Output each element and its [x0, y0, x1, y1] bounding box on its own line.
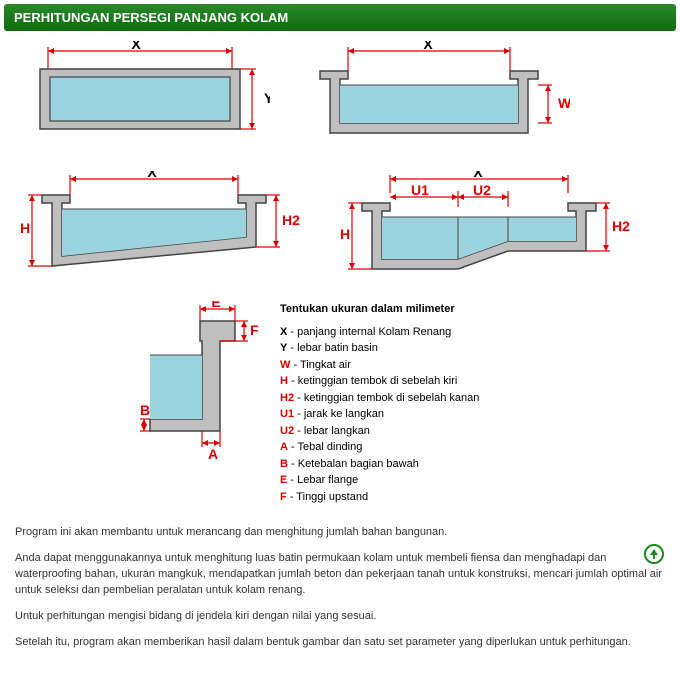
legend-item: X - panjang internal Kolam Renang: [280, 324, 479, 341]
legend-item: E - Lebar flange: [280, 472, 479, 489]
desc-p1: Program ini akan membantu untuk merancan…: [15, 525, 665, 541]
desc-p2: Anda dapat menggunakannya untuk menghitu…: [15, 551, 665, 599]
legend-item: U2 - lebar langkan: [280, 423, 479, 440]
legend-title: Tentukan ukuran dalam milimeter: [280, 301, 479, 318]
d4-h2-label: H2: [612, 218, 630, 234]
legend-item: H - ketinggian tembok di sebelah kiri: [280, 373, 479, 390]
d2-w-label: W: [558, 95, 570, 111]
diagram-3: X H H2: [20, 171, 300, 281]
description: Program ini akan membantu untuk merancan…: [0, 520, 680, 681]
d5-a-label: A: [208, 446, 218, 462]
legend: Tentukan ukuran dalam milimeter X - panj…: [280, 301, 479, 505]
legend-item: F - Tinggi upstand: [280, 489, 479, 506]
d3-x-label: X: [147, 171, 157, 180]
legend-item: B - Ketebalan bagian bawah: [280, 456, 479, 473]
desc-p4: Setelah itu, program akan memberikan has…: [15, 635, 665, 651]
legend-item: W - Tingkat air: [280, 357, 479, 374]
d4-x-label: X: [473, 171, 483, 180]
d4-u1-label: U1: [411, 182, 429, 198]
d5-f-label: F: [250, 322, 259, 338]
d2-x-label: X: [423, 41, 433, 52]
legend-item: H2 - ketinggian tembok di sebelah kanan: [280, 390, 479, 407]
diagram-5: E F B A: [140, 301, 260, 471]
d5-b-label: B: [140, 402, 150, 418]
diagram-2: X W: [310, 41, 570, 151]
d3-h2-label: H2: [282, 212, 300, 228]
diagrams-area: X Y X: [0, 41, 680, 505]
page-title: PERHITUNGAN PERSEGI PANJANG KOLAM: [14, 10, 288, 25]
page-header: PERHITUNGAN PERSEGI PANJANG KOLAM: [4, 4, 676, 31]
legend-item: Y - lebar batin basin: [280, 340, 479, 357]
scroll-top-button[interactable]: [643, 544, 665, 566]
legend-item: A - Tebal dinding: [280, 439, 479, 456]
arrow-up-icon: [644, 544, 664, 564]
diagram-4: X U1 U2 H: [340, 171, 630, 281]
d5-e-label: E: [211, 301, 220, 310]
d4-h-label: H: [340, 226, 350, 242]
legend-item: U1 - jarak ke langkan: [280, 406, 479, 423]
diagram-1: X Y: [20, 41, 270, 151]
d4-u2-label: U2: [473, 182, 491, 198]
desc-p3: Untuk perhitungan mengisi bidang di jend…: [15, 609, 665, 625]
d1-y-label: Y: [264, 90, 270, 106]
d1-x-label: X: [131, 41, 141, 52]
d3-h-label: H: [20, 220, 30, 236]
